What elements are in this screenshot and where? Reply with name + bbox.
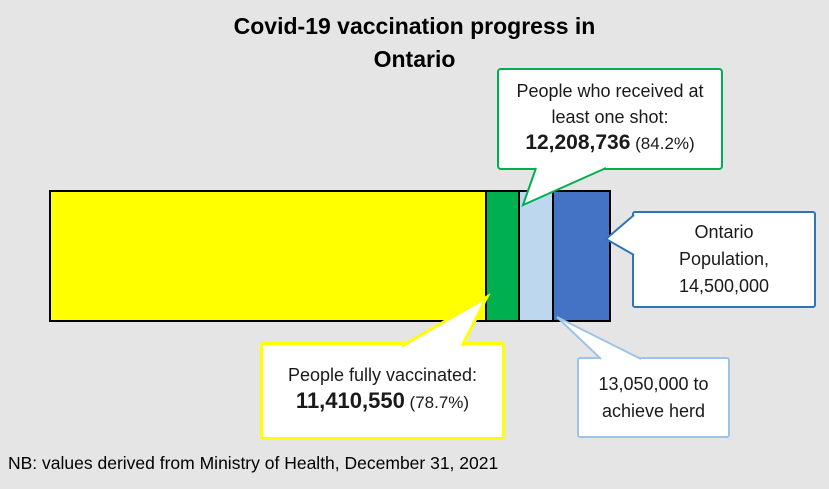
population-line2: Population, [678, 249, 770, 269]
chart-title-line1: Covid-19 vaccination progress in [233, 13, 596, 39]
callout-one-shot-value-line: 12,208,736 (84.2%) [499, 130, 721, 157]
bar-segment-2 [517, 192, 552, 320]
fully-vaccinated-percent: (78.7%) [404, 393, 470, 412]
chart-title-line2: Ontario [373, 46, 456, 72]
callout-herd-immunity: 13,050,000 to achieve herd [577, 357, 730, 438]
population-line1: Ontario [694, 222, 754, 242]
callout-one-shot-line2: least one shot: [551, 107, 669, 127]
herd-tail [556, 316, 642, 360]
fully-vaccinated-value: 11,410,550 [295, 388, 405, 413]
population-value: 14,500,000 [678, 276, 770, 296]
herd-line1: 13,050,000 to [598, 374, 709, 394]
one-shot-percent: (84.2%) [630, 134, 695, 153]
source-note: NB: values derived from Ministry of Heal… [8, 453, 499, 473]
bar-segment-3 [551, 192, 610, 320]
callout-ontario-population: Ontario Population, 14,500,000 [632, 211, 816, 308]
stacked-bar [49, 190, 611, 322]
callout-one-shot: People who received at least one shot: 1… [497, 68, 723, 170]
callout-fully-vaccinated: People fully vaccinated: 11,410,550 (78.… [260, 342, 505, 440]
chart-title: Covid-19 vaccination progress in Ontario [0, 10, 829, 76]
herd-line2: achieve herd [601, 401, 706, 421]
bar-segment-1 [485, 192, 518, 320]
callout-one-shot-line1: People who received at [516, 81, 704, 101]
one-shot-value: 12,208,736 [525, 131, 631, 154]
bar-segment-0 [51, 192, 486, 320]
callout-fully-vaccinated-line1: People fully vaccinated: [287, 365, 478, 385]
callout-fully-vaccinated-value-line: 11,410,550 (78.7%) [263, 388, 502, 416]
